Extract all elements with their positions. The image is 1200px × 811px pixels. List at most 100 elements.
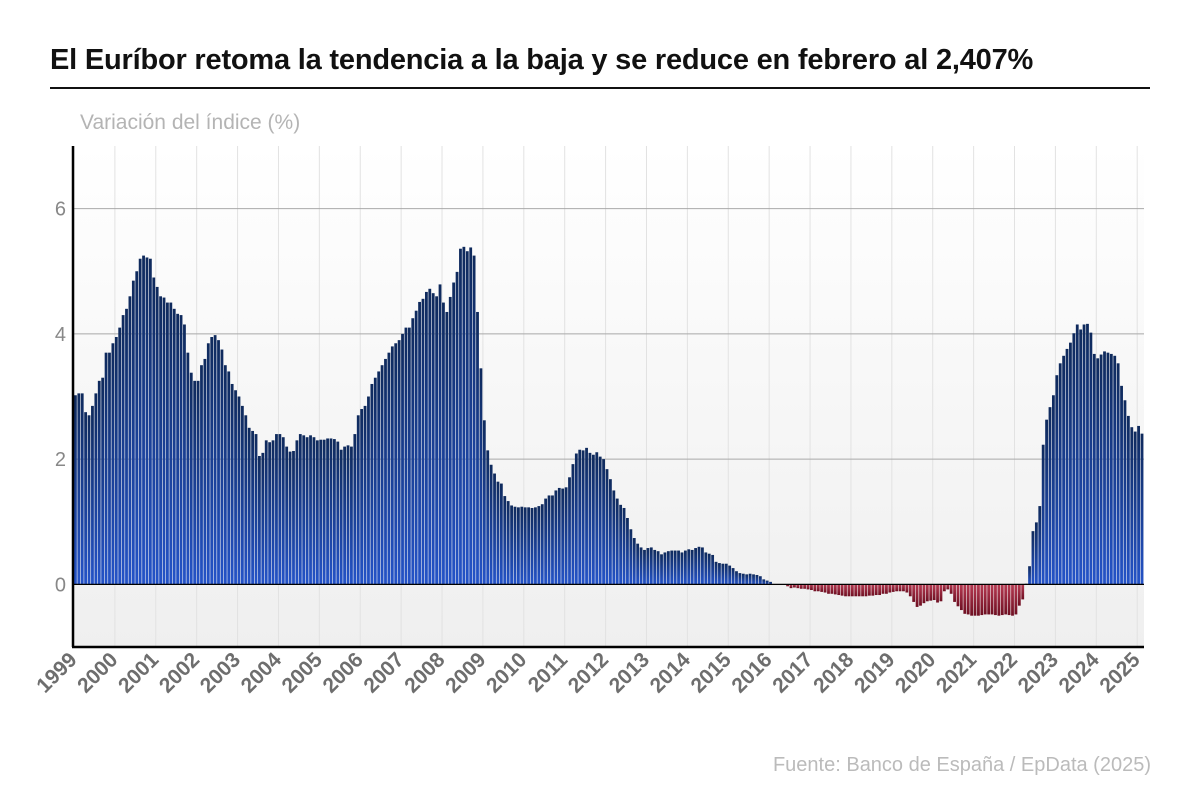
bar (544, 498, 548, 585)
bar (707, 553, 711, 585)
bar (217, 340, 220, 585)
bar (254, 434, 258, 585)
x-tick-label: 2008 (400, 648, 450, 698)
bar (438, 284, 442, 585)
bar (91, 405, 94, 585)
x-tick-label: 2005 (278, 648, 328, 698)
bar (786, 584, 790, 587)
bar (1086, 323, 1089, 585)
bar (612, 490, 616, 585)
bar (694, 548, 697, 585)
x-tick-labels: 1999200020012002200320042005200620072008… (32, 648, 1145, 698)
bar (336, 441, 340, 585)
bar (128, 296, 132, 585)
bar (1079, 329, 1083, 585)
x-tick-label: 2013 (605, 648, 654, 697)
bar (1137, 425, 1140, 585)
bar (380, 365, 384, 585)
bar (367, 396, 370, 585)
bar (615, 498, 619, 585)
bar (346, 445, 350, 585)
bar (670, 550, 674, 585)
bar (735, 571, 738, 585)
bar (247, 427, 251, 585)
bar (649, 547, 653, 585)
bar (571, 464, 575, 585)
bar (152, 277, 156, 585)
bar (84, 412, 88, 585)
x-tick-label: 2011 (524, 648, 573, 697)
bar (309, 435, 312, 585)
bar (946, 584, 950, 590)
bar (135, 271, 139, 585)
axes (71, 146, 1144, 649)
bar (704, 552, 708, 585)
bar (1099, 354, 1103, 585)
bar (793, 584, 796, 588)
bar (496, 481, 500, 585)
bar (939, 584, 943, 602)
bar (683, 550, 687, 585)
bar (455, 271, 459, 585)
bar (183, 324, 186, 585)
bar (210, 337, 214, 585)
bar (271, 440, 275, 585)
bar (1011, 584, 1014, 616)
bar (145, 257, 149, 585)
bar (806, 584, 810, 590)
bar (148, 258, 152, 585)
x-tick-label: 2001 (114, 648, 164, 698)
bar (585, 447, 588, 585)
bar (837, 584, 841, 596)
bar (370, 383, 374, 585)
bar (230, 383, 234, 585)
bar (1082, 324, 1086, 585)
title-divider (50, 87, 1150, 89)
bar (397, 340, 401, 585)
bar (915, 584, 919, 607)
y-tick-label: 2 (55, 449, 66, 471)
bar (578, 449, 582, 585)
bar (1058, 363, 1062, 585)
bar (591, 454, 595, 585)
bar (108, 352, 111, 585)
bar (479, 368, 483, 585)
x-tick-label: 2019 (850, 648, 899, 697)
chart-title: El Euríbor retoma la tendencia a la baja… (50, 44, 1034, 76)
bar (551, 495, 554, 585)
bar (677, 550, 680, 585)
x-tick-label: 2016 (727, 648, 776, 697)
bar (281, 437, 285, 585)
bar (339, 449, 343, 585)
bar (864, 584, 868, 597)
bar (452, 282, 456, 585)
bar (758, 576, 762, 585)
bar (963, 584, 967, 614)
bar (476, 311, 479, 585)
bar (499, 483, 503, 585)
bar (994, 584, 997, 616)
bar (196, 380, 200, 585)
bar (516, 507, 520, 585)
bar (701, 547, 704, 585)
bar (1051, 395, 1055, 585)
bar (189, 372, 193, 585)
x-tick-label: 2014 (646, 648, 696, 698)
bar (1096, 358, 1100, 585)
bar (857, 584, 861, 597)
bar (482, 420, 486, 585)
bar (970, 584, 974, 616)
bar (874, 584, 878, 596)
x-tick-label: 2021 (932, 648, 982, 698)
bar (595, 452, 599, 585)
bar (748, 573, 752, 585)
bar (609, 479, 612, 585)
bar (322, 439, 326, 585)
bar (104, 352, 108, 585)
bar (295, 440, 299, 585)
bar (1130, 427, 1134, 585)
x-tick-label: 2012 (564, 648, 613, 697)
bar (74, 395, 77, 585)
bar (1123, 400, 1127, 585)
bar (312, 437, 316, 585)
